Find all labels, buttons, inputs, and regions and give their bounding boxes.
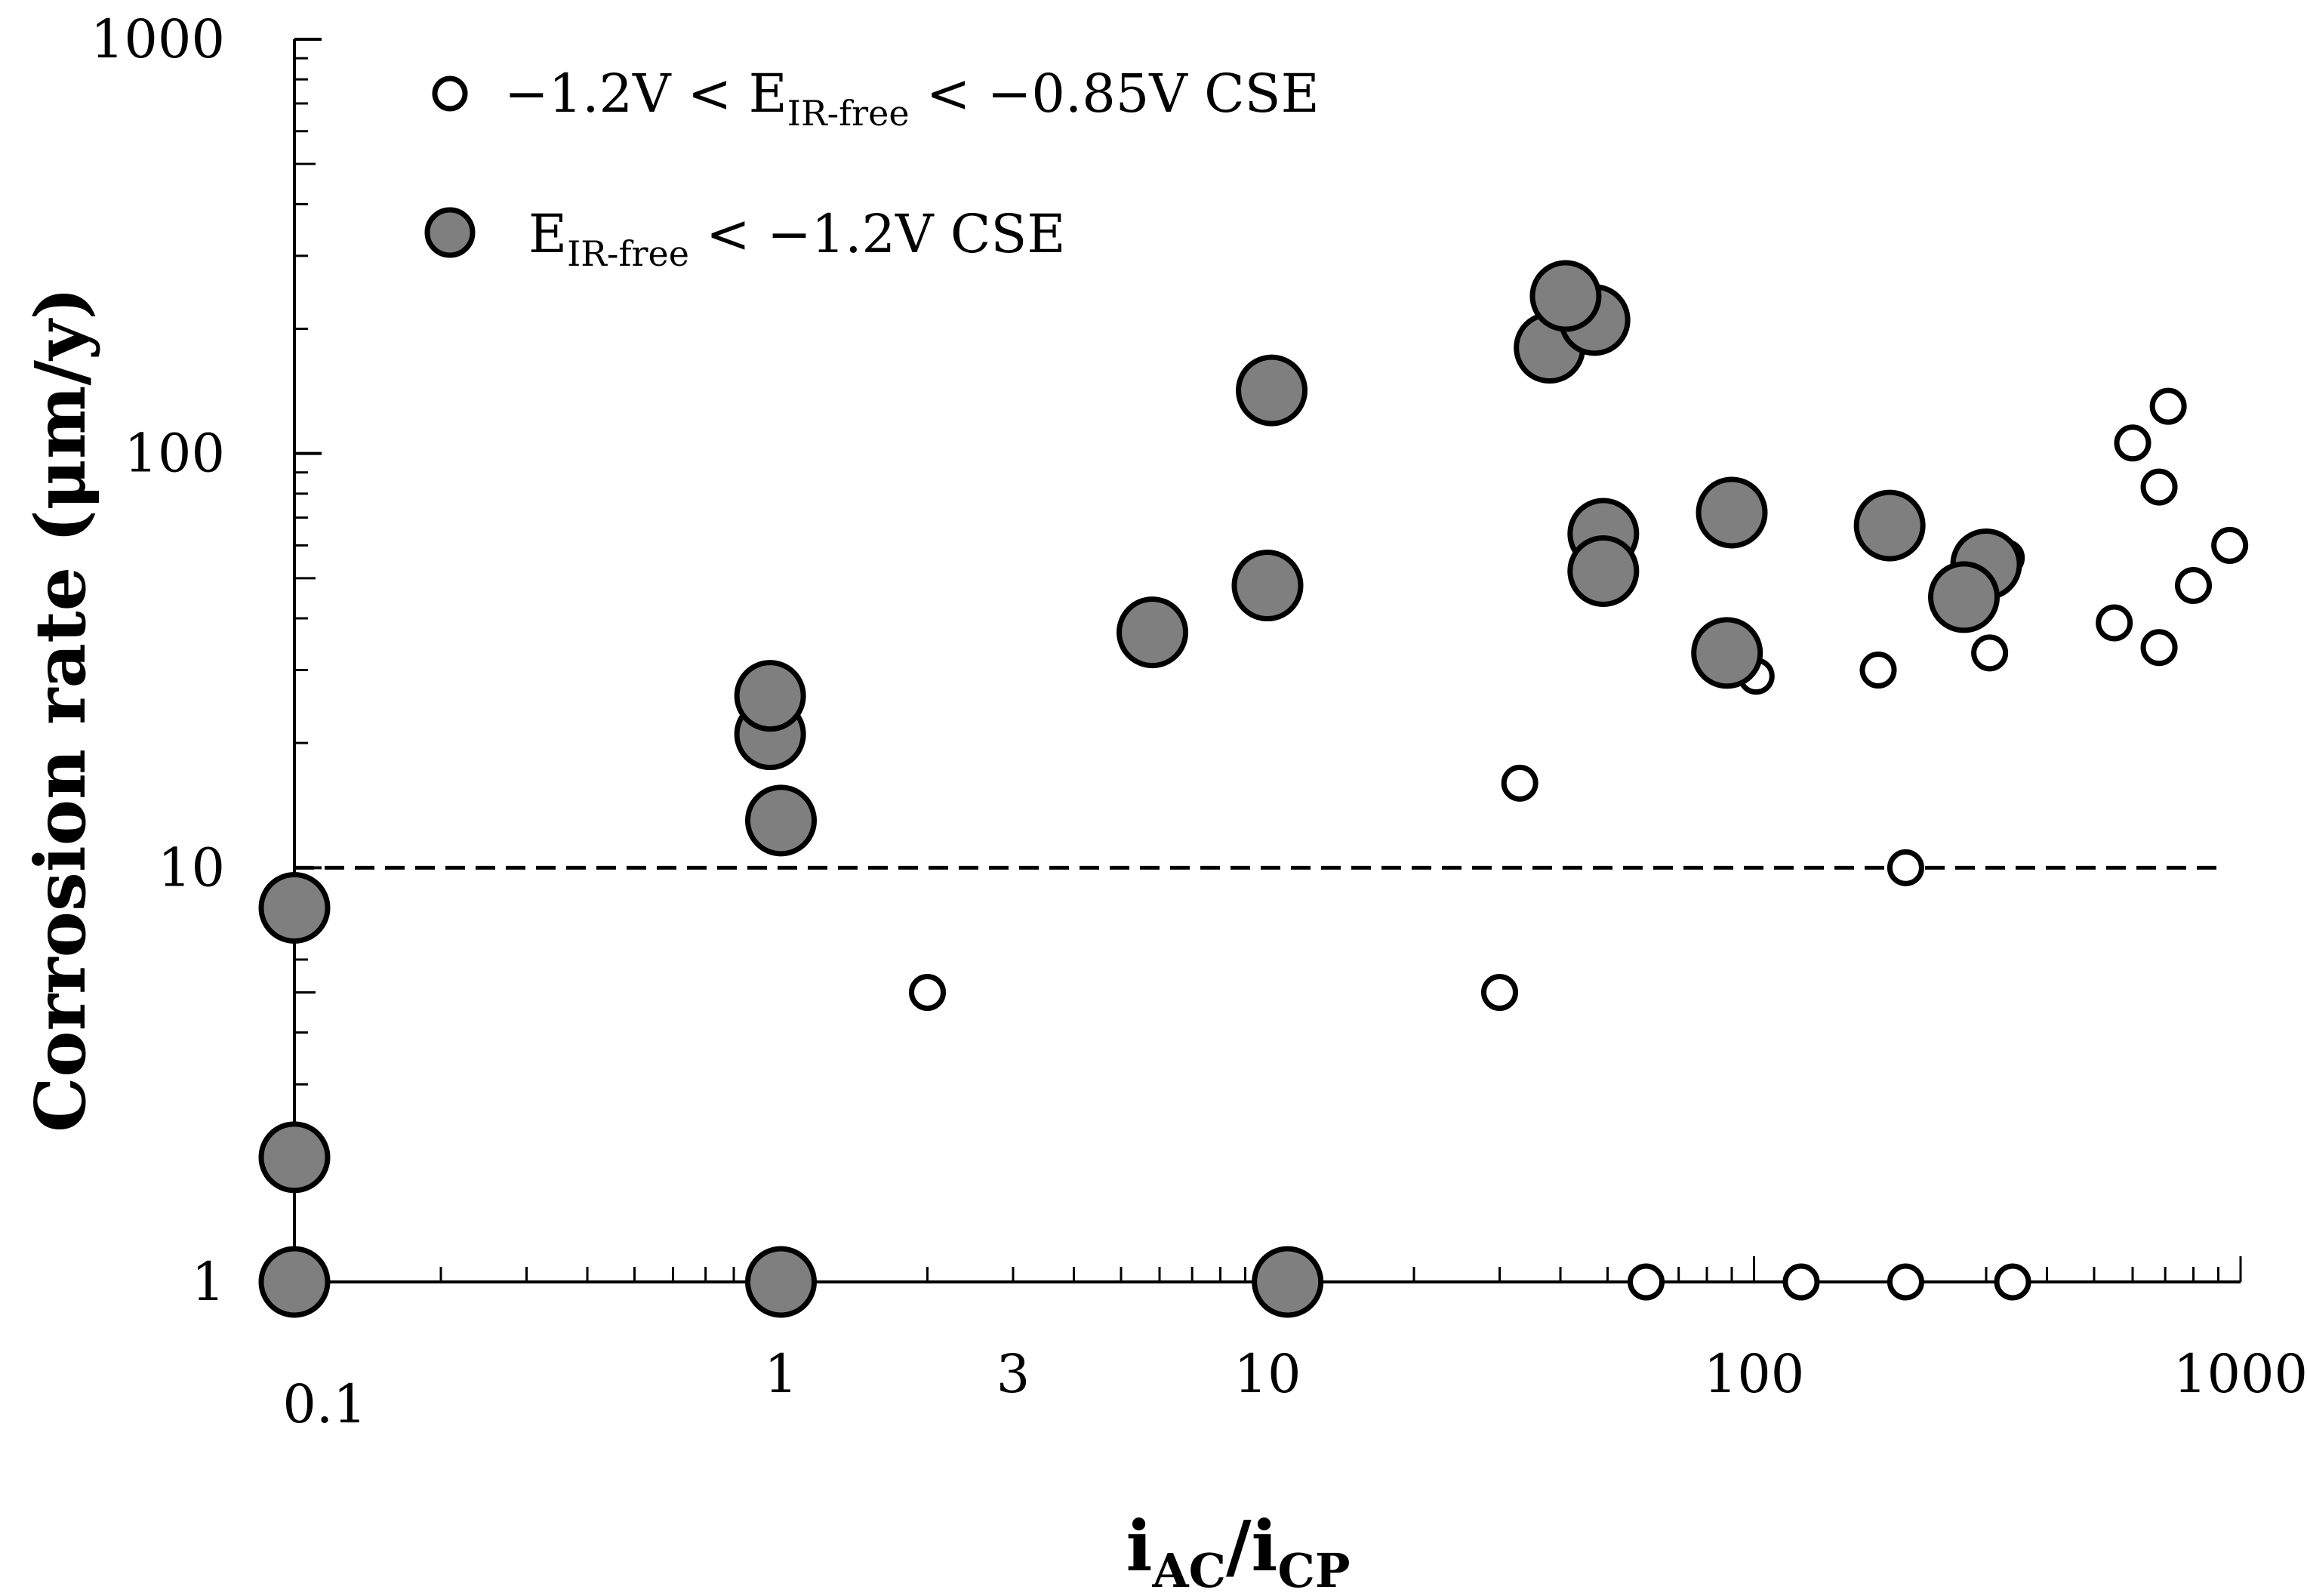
x-axis-label-i1: i	[1126, 1505, 1153, 1587]
data-points	[258, 260, 2249, 1318]
legend-open-pre: −1.2V < E	[504, 63, 787, 125]
x-axis-label: iAC/iCP	[1126, 1505, 1351, 1596]
data-point-filled	[1252, 1246, 1324, 1318]
data-point-filled	[1696, 476, 1768, 549]
data-point-filled	[258, 1121, 331, 1194]
data-point-filled	[1853, 489, 1926, 562]
axes	[293, 39, 2241, 1283]
data-point-open	[1887, 849, 1924, 886]
data-point-open	[1971, 634, 2009, 672]
y-tick-label: 100	[124, 423, 225, 485]
data-point-open	[2140, 468, 2178, 506]
data-point-open	[1501, 764, 1539, 802]
legend-filled-sub: IR-free	[567, 233, 689, 274]
data-point-filled	[258, 1246, 331, 1318]
data-point-open	[1628, 1263, 1665, 1301]
legend-open-post: < −0.85V CSE	[910, 63, 1320, 125]
data-point-open	[1994, 1263, 2031, 1301]
data-point-filled	[745, 1246, 817, 1318]
data-point-filled	[1236, 354, 1308, 427]
data-point-open	[1859, 652, 1897, 689]
data-point-filled	[258, 872, 331, 944]
data-point-open	[909, 973, 947, 1011]
legend-label-open: −1.2V < EIR-free < −0.85V CSE	[504, 63, 1320, 134]
x-tick-label: 3	[996, 1343, 1030, 1405]
data-point-open	[1782, 1263, 1820, 1301]
legend-label-filled: EIR-free < −1.2V CSE	[528, 203, 1065, 274]
data-point-filled	[745, 784, 817, 857]
legend-open-sub: IR-free	[787, 93, 910, 134]
data-point-open	[2114, 424, 2151, 462]
x-axis-label-sub2: CP	[1278, 1543, 1351, 1596]
data-point-filled	[1231, 550, 1304, 622]
legend-marker-filled	[424, 207, 476, 258]
legend: −1.2V < EIR-free < −0.85V CSE EIR-free <…	[424, 63, 1320, 274]
data-point-open	[2211, 526, 2249, 564]
data-point-filled	[734, 660, 806, 732]
x-tick-label: 1	[764, 1343, 798, 1405]
x-tick-label: 1000	[2173, 1343, 2307, 1405]
data-point-filled	[1567, 535, 1640, 607]
data-point-open	[1481, 973, 1519, 1011]
data-point-open	[2096, 604, 2133, 642]
x-tick-label: 10	[1234, 1343, 1301, 1405]
data-point-filled	[1928, 561, 2001, 633]
legend-filled-pre: E	[528, 203, 567, 265]
y-axis-ticks: 1 10 100 1000	[91, 8, 322, 1313]
y-axis-label: Corrosion rate (μm/y)	[20, 287, 101, 1132]
data-point-open	[2140, 629, 2178, 667]
x-tick-label: 0.1	[282, 1373, 366, 1435]
data-point-filled	[1529, 260, 1602, 332]
x-axis-label-sub1: AC	[1151, 1543, 1225, 1596]
x-axis-label-slash: /	[1226, 1505, 1252, 1587]
data-point-filled	[1691, 617, 1763, 689]
legend-filled-post: < −1.2V CSE	[689, 203, 1066, 265]
data-point-open	[1887, 1263, 1924, 1301]
data-point-filled	[1117, 596, 1189, 669]
x-axis-ticks: 0.1 1 3 10 100 1000	[282, 1256, 2307, 1435]
x-axis-label-i2: i	[1252, 1505, 1278, 1587]
legend-marker-open	[432, 75, 468, 112]
y-tick-label: 1	[191, 1251, 225, 1313]
data-point-open	[2149, 387, 2187, 425]
data-point-open	[2175, 567, 2213, 605]
y-tick-label: 1000	[91, 8, 225, 70]
y-tick-label: 10	[158, 837, 225, 898]
x-tick-label: 100	[1704, 1343, 1805, 1405]
